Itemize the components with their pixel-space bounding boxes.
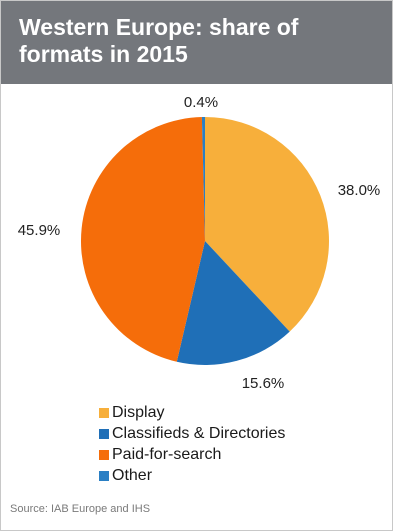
legend-item-paid-for-search: Paid-for-search: [99, 444, 285, 465]
data-label-classifieds-directories: 15.6%: [242, 375, 285, 392]
chart-title: Western Europe: share of formats in 2015: [19, 14, 392, 68]
legend-swatch-classifieds-directories: [99, 428, 109, 439]
chart-title-line-2: formats in 2015: [19, 41, 188, 67]
source-note: Source: IAB Europe and IHS: [10, 503, 151, 515]
legend-item-classifieds-directories: Classifieds & Directories: [99, 423, 285, 444]
legend-swatch-display: [99, 407, 109, 418]
pie-chart: 38.0% 15.6% 45.9% 0.4%: [18, 94, 381, 392]
chart-legend: Display Classifieds & Directories Paid-for…: [99, 402, 285, 486]
chart-header: Western Europe: share of formats in 2015: [1, 1, 392, 84]
legend-label-paid-for-search: Paid-for-search: [112, 445, 222, 463]
legend-item-other: Other: [99, 465, 285, 486]
legend-swatch-paid-for-search: [99, 449, 109, 460]
legend-label-display: Display: [112, 403, 165, 421]
chart-title-line-1: Western Europe: share of: [19, 14, 299, 40]
data-label-display: 38.0%: [338, 182, 381, 199]
legend-item-display: Display: [99, 402, 285, 423]
legend-label-other: Other: [112, 466, 153, 484]
legend-label-classifieds-directories: Classifieds & Directories: [112, 424, 286, 442]
data-label-other: 0.4%: [184, 94, 218, 111]
pie-slice-display: [205, 117, 329, 332]
pie-slice-other: [201, 117, 205, 241]
legend-swatch-other: [99, 470, 109, 481]
data-label-paid-for-search: 45.9%: [18, 222, 61, 239]
pie-slice-classifieds-directories: [176, 241, 290, 366]
pie-slice-paid-for-search: [80, 117, 205, 362]
